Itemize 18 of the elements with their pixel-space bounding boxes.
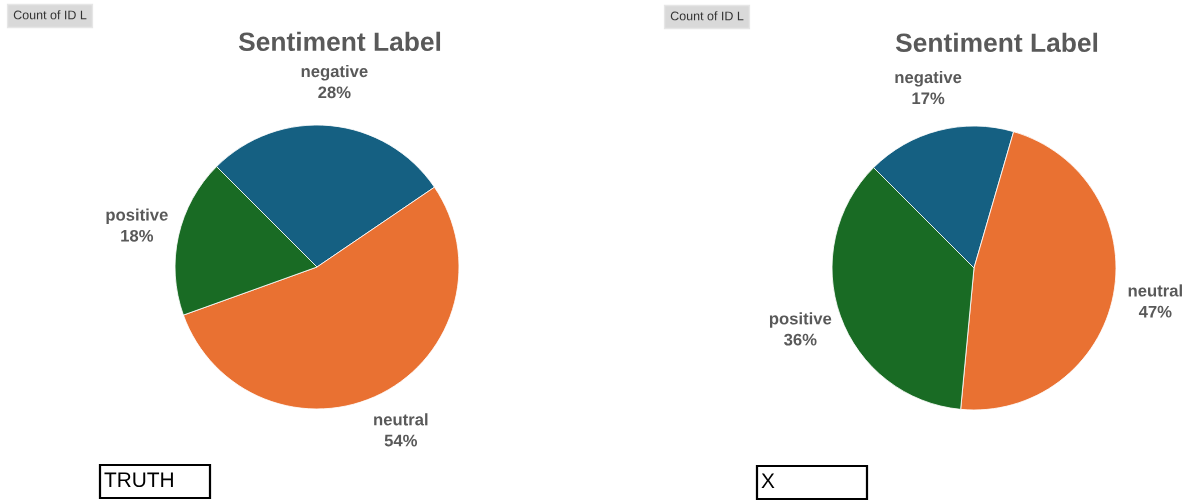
slice-label: neutral <box>374 413 428 426</box>
slice-label: negative <box>301 64 368 81</box>
text: Count of ID L <box>13 10 87 20</box>
slice-label: negative <box>895 70 962 87</box>
slice-label: positive <box>769 312 832 328</box>
text: TRUTH <box>104 472 173 488</box>
text: Count of ID L <box>670 11 744 21</box>
data-label: 17% <box>912 92 945 105</box>
data-label: 18% <box>121 229 154 242</box>
chart-title: Sentiment Label <box>895 32 1098 53</box>
data-label: 28% <box>318 86 351 99</box>
slice-label: neutral <box>1128 284 1182 297</box>
slice-label: positive <box>106 208 168 225</box>
data-label: 36% <box>784 333 817 346</box>
data-label: 47% <box>1138 305 1172 318</box>
chart-title: Sentiment Label <box>238 31 441 52</box>
text: X <box>761 473 775 488</box>
data-label: 54% <box>384 434 418 447</box>
